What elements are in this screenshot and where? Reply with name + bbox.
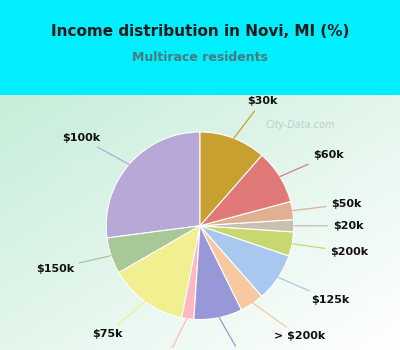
Text: $10k: $10k [152,318,187,350]
Text: > $200k: > $200k [253,303,325,342]
Wedge shape [200,219,294,232]
Text: $75k: $75k [92,301,145,339]
Text: Income distribution in Novi, MI (%): Income distribution in Novi, MI (%) [51,25,349,40]
Text: $200k: $200k [292,244,369,257]
Wedge shape [107,226,200,273]
Text: $30k: $30k [234,96,277,138]
Text: $60k: $60k [280,150,344,177]
Wedge shape [106,132,200,238]
Text: $50k: $50k [292,199,362,211]
Wedge shape [200,226,289,296]
Wedge shape [200,202,294,226]
Wedge shape [200,226,294,256]
Wedge shape [194,226,242,320]
Text: $20k: $20k [294,221,364,231]
Wedge shape [200,155,291,226]
Wedge shape [200,132,262,226]
Text: $125k: $125k [278,278,349,305]
Wedge shape [119,226,200,318]
Text: City-Data.com: City-Data.com [265,120,335,130]
Text: $150k: $150k [36,256,111,274]
Wedge shape [182,226,200,319]
Wedge shape [200,226,262,310]
Text: $40k: $40k [219,317,257,350]
Text: $100k: $100k [62,133,129,164]
Text: Multirace residents: Multirace residents [132,51,268,64]
